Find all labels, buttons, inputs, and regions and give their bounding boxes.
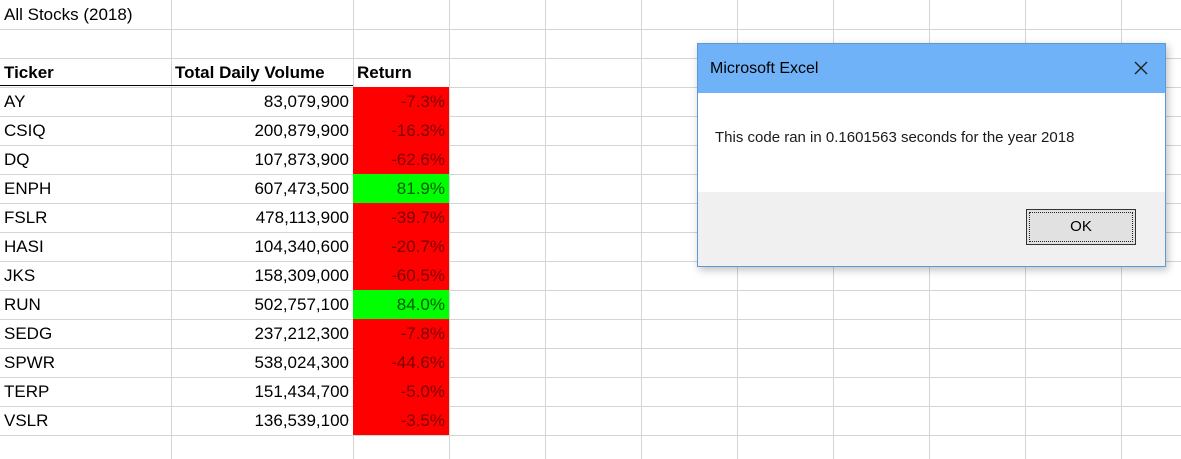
column-gridline (641, 0, 642, 459)
dialog-message: This code ran in 0.1601563 seconds for t… (715, 129, 1075, 146)
row-gridline (0, 29, 1181, 30)
dialog-footer: OK (698, 192, 1165, 266)
ticker-cell[interactable]: SEDG (4, 324, 53, 343)
message-box-dialog: Microsoft Excel This code ran in 0.16015… (697, 43, 1166, 267)
ticker-cell[interactable]: TERP (4, 382, 50, 401)
header-underline (0, 85, 353, 86)
column-gridline (449, 0, 450, 459)
volume-cell[interactable]: 158,309,000 (254, 266, 349, 285)
ticker-cell[interactable]: ENPH (4, 179, 52, 198)
row-gridline (0, 203, 1181, 204)
volume-cell[interactable]: 200,879,900 (254, 121, 349, 140)
volume-cell[interactable]: 237,212,300 (254, 324, 349, 343)
row-gridline (0, 348, 1181, 349)
ticker-cell[interactable]: RUN (4, 295, 41, 314)
row-gridline (0, 145, 1181, 146)
return-cell[interactable]: -16.3% (353, 116, 449, 145)
row-gridline (0, 290, 1181, 291)
volume-cell[interactable]: 607,473,500 (254, 179, 349, 198)
ticker-cell[interactable]: AY (4, 92, 26, 111)
return-cell[interactable]: -5.0% (353, 377, 449, 406)
header-return[interactable]: Return (357, 63, 412, 82)
volume-cell[interactable]: 83,079,900 (263, 92, 349, 111)
row-gridline (0, 377, 1181, 378)
row-gridline (0, 261, 1181, 262)
volume-cell[interactable]: 502,757,100 (254, 295, 349, 314)
ticker-cell[interactable]: CSIQ (4, 121, 46, 140)
row-gridline (0, 58, 1181, 59)
return-cell[interactable]: -7.3% (353, 87, 449, 116)
dialog-title: Microsoft Excel (710, 60, 819, 77)
return-cell[interactable]: 84.0% (353, 290, 449, 319)
volume-cell[interactable]: 478,113,900 (255, 208, 349, 227)
return-cell[interactable]: -3.5% (353, 406, 449, 435)
ticker-cell[interactable]: FSLR (4, 208, 48, 227)
ok-button-label: OK (1070, 218, 1092, 235)
return-cell[interactable]: -20.7% (353, 232, 449, 261)
row-gridline (0, 174, 1181, 175)
volume-cell[interactable]: 538,024,300 (254, 353, 349, 372)
row-gridline (0, 116, 1181, 117)
volume-cell[interactable]: 107,873,900 (254, 150, 349, 169)
row-gridline (0, 87, 1181, 88)
volume-cell[interactable]: 151,434,700 (254, 382, 349, 401)
row-gridline (0, 319, 1181, 320)
volume-cell[interactable]: 104,340,600 (254, 237, 349, 256)
close-icon[interactable] (1131, 58, 1151, 78)
ok-button[interactable]: OK (1026, 209, 1136, 245)
ticker-cell[interactable]: JKS (4, 266, 36, 285)
row-gridline (0, 232, 1181, 233)
volume-cell[interactable]: 136,539,100 (254, 411, 349, 430)
ticker-cell[interactable]: VSLR (4, 411, 49, 430)
header-ticker[interactable]: Ticker (4, 63, 54, 82)
return-cell[interactable]: -62.6% (353, 145, 449, 174)
return-cell[interactable]: -39.7% (353, 203, 449, 232)
row-gridline (0, 435, 1181, 436)
ticker-cell[interactable]: DQ (4, 150, 30, 169)
return-cell[interactable]: 81.9% (353, 174, 449, 203)
column-gridline (171, 0, 172, 459)
column-gridline (545, 0, 546, 459)
dialog-titlebar[interactable]: Microsoft Excel (698, 44, 1165, 93)
return-cell[interactable]: -60.5% (353, 261, 449, 290)
ticker-cell[interactable]: SPWR (4, 353, 55, 372)
return-cell[interactable]: -44.6% (353, 348, 449, 377)
dialog-body: This code ran in 0.1601563 seconds for t… (698, 93, 1165, 192)
sheet-title-cell[interactable]: All Stocks (2018) (4, 5, 133, 24)
header-total-daily-volume[interactable]: Total Daily Volume (175, 63, 325, 82)
ticker-cell[interactable]: HASI (4, 237, 44, 256)
row-gridline (0, 406, 1181, 407)
return-cell[interactable]: -7.8% (353, 319, 449, 348)
